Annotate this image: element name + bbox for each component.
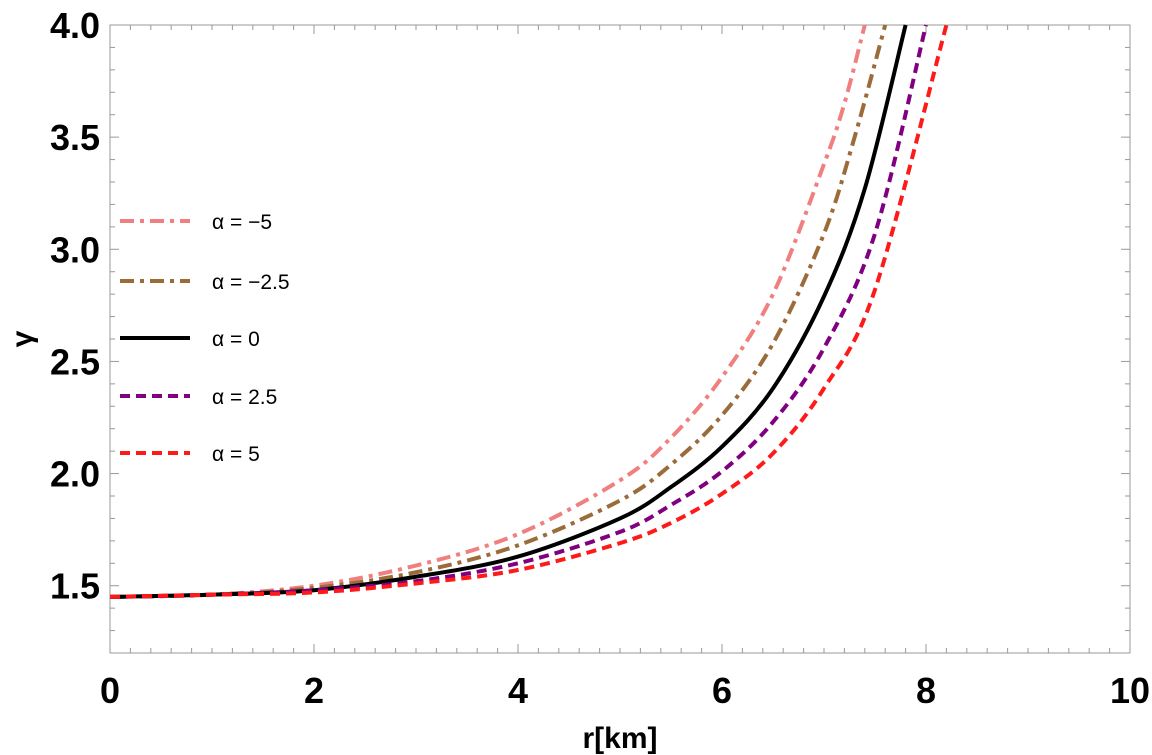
x-tick-label: 4: [508, 670, 528, 711]
series-line-4: [109, 24, 949, 599]
legend-entry: α = −2.5: [120, 271, 290, 294]
legend-label: α = 0: [212, 328, 260, 351]
series-line-3: [109, 24, 928, 599]
series-lines: [109, 24, 949, 599]
y-tick-label: 1.5: [50, 566, 100, 607]
y-tick-labels: 1.5 2.0 2.5 3.0 3.5 4.0: [50, 5, 100, 607]
legend-label: α = −2.5: [212, 271, 290, 294]
y-axis-title: γ: [6, 330, 39, 347]
legend-entry: α = −5: [120, 211, 272, 234]
axis-ticks: [109, 24, 1131, 654]
x-tick-labels: 0 2 4 6 8 10: [100, 670, 1150, 711]
y-tick-label: 3.5: [50, 117, 100, 158]
series-line-2: [109, 24, 908, 599]
legend: α = −5 α = −2.5 α = 0 α = 2.5 α = 5: [120, 211, 290, 466]
legend-entry: α = 5: [120, 443, 260, 466]
plot-frame: [109, 24, 1131, 654]
legend-label: α = 5: [212, 443, 260, 466]
y-tick-label: 3.0: [50, 229, 100, 270]
x-tick-label: 2: [304, 670, 324, 711]
legend-entry: α = 0: [120, 328, 260, 351]
y-tick-label: 2.0: [50, 454, 100, 495]
x-tick-label: 8: [916, 670, 936, 711]
series-line-0: [109, 24, 867, 599]
x-tick-label: 0: [100, 670, 120, 711]
legend-entry: α = 2.5: [120, 386, 277, 409]
y-tick-label: 4.0: [50, 5, 100, 46]
x-tick-label: 6: [712, 670, 732, 711]
y-tick-label: 2.5: [50, 341, 100, 382]
series-line-1: [109, 24, 888, 599]
x-axis-title: r[km]: [582, 722, 657, 755]
legend-label: α = −5: [212, 211, 272, 234]
legend-label: α = 2.5: [212, 386, 277, 409]
x-tick-label: 10: [1110, 670, 1150, 711]
